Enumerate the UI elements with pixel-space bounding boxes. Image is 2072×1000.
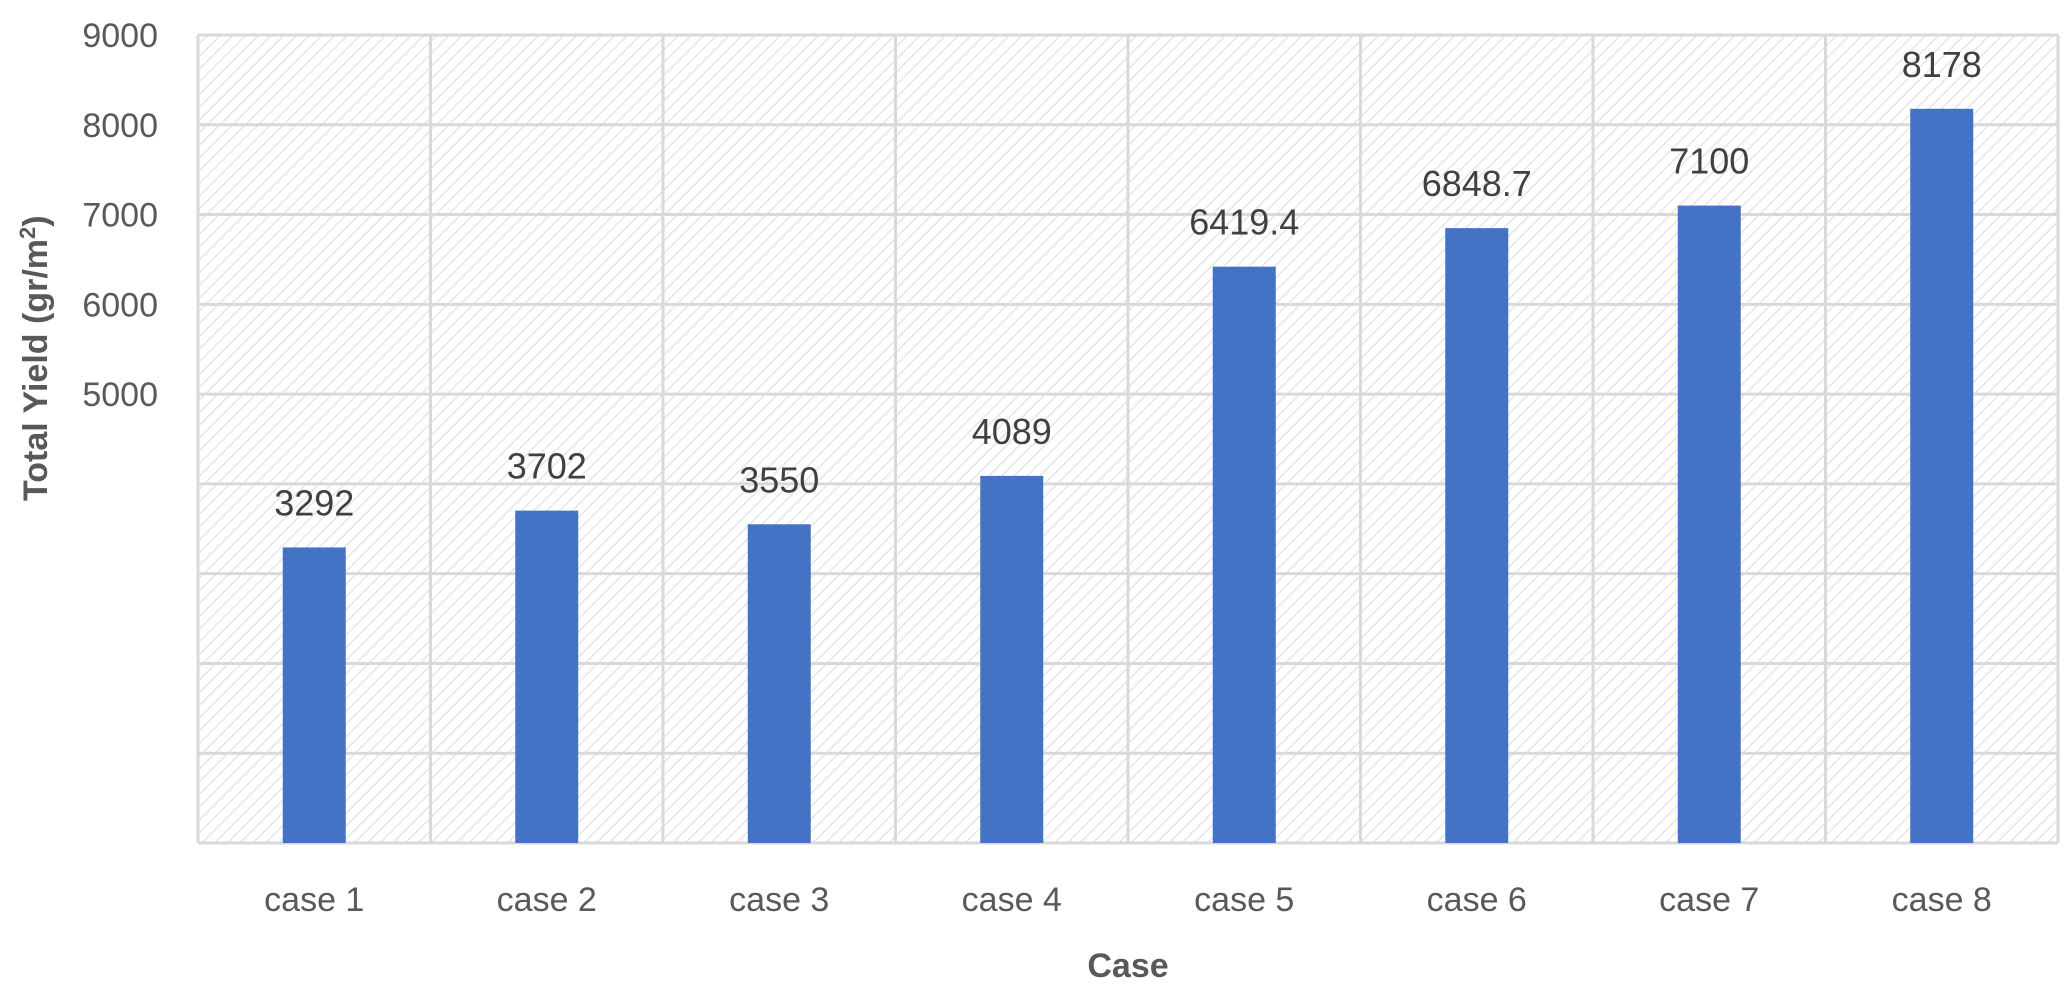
bars: [282, 108, 1974, 844]
bar-7: [1677, 205, 1741, 844]
data-label-5: 6419.4: [1189, 202, 1299, 243]
x-tick-label-8: case 8: [1892, 881, 1992, 919]
y-tick-label-9000: 9000: [82, 17, 158, 55]
data-label-8: 8178: [1902, 44, 1982, 85]
y-axis-title: Total Yield (gr/m2): [15, 215, 56, 501]
bar-2: [515, 510, 579, 843]
bar-4: [980, 475, 1044, 843]
y-axis-title-main: Total Yield (gr/m: [17, 239, 55, 501]
data-label-6: 6848.7: [1422, 163, 1532, 204]
bar-8: [1910, 108, 1974, 843]
x-tick-label-4: case 4: [962, 881, 1062, 919]
data-label-2: 3702: [507, 446, 587, 487]
x-tick-label-3: case 3: [729, 881, 829, 919]
y-axis-title-superscript: 2: [15, 227, 40, 239]
x-axis-title: Case: [1087, 947, 1168, 985]
bar-5: [1212, 266, 1276, 843]
bar-1: [282, 547, 346, 843]
gridlines: [196, 33, 2060, 845]
x-tick-label-6: case 6: [1427, 881, 1527, 919]
x-tick-label-7: case 7: [1659, 881, 1759, 919]
x-tick-label-1: case 1: [264, 881, 364, 919]
data-label-7: 7100: [1669, 141, 1749, 182]
data-labels: 3292 3702 3550 4089 6419.4 6848.7 7100 8178: [274, 44, 1982, 524]
data-label-4: 4089: [972, 411, 1052, 452]
bar-3: [747, 524, 811, 843]
x-axis-ticks: case 1 case 2 case 3 case 4 case 5 case 6 case…: [264, 881, 1992, 919]
y-axis-ticks: 5000 6000 7000 8000 9000: [82, 17, 158, 414]
x-tick-label-5: case 5: [1194, 881, 1294, 919]
y-axis-title-suffix: ): [17, 215, 55, 226]
data-label-3: 3550: [739, 459, 819, 500]
y-tick-label-7000: 7000: [82, 197, 158, 235]
data-label-1: 3292: [274, 482, 354, 523]
y-tick-label-5000: 5000: [82, 376, 158, 414]
y-tick-label-8000: 8000: [82, 107, 158, 145]
bar-6: [1445, 228, 1509, 844]
x-tick-label-2: case 2: [497, 881, 597, 919]
y-tick-label-6000: 6000: [82, 286, 158, 324]
